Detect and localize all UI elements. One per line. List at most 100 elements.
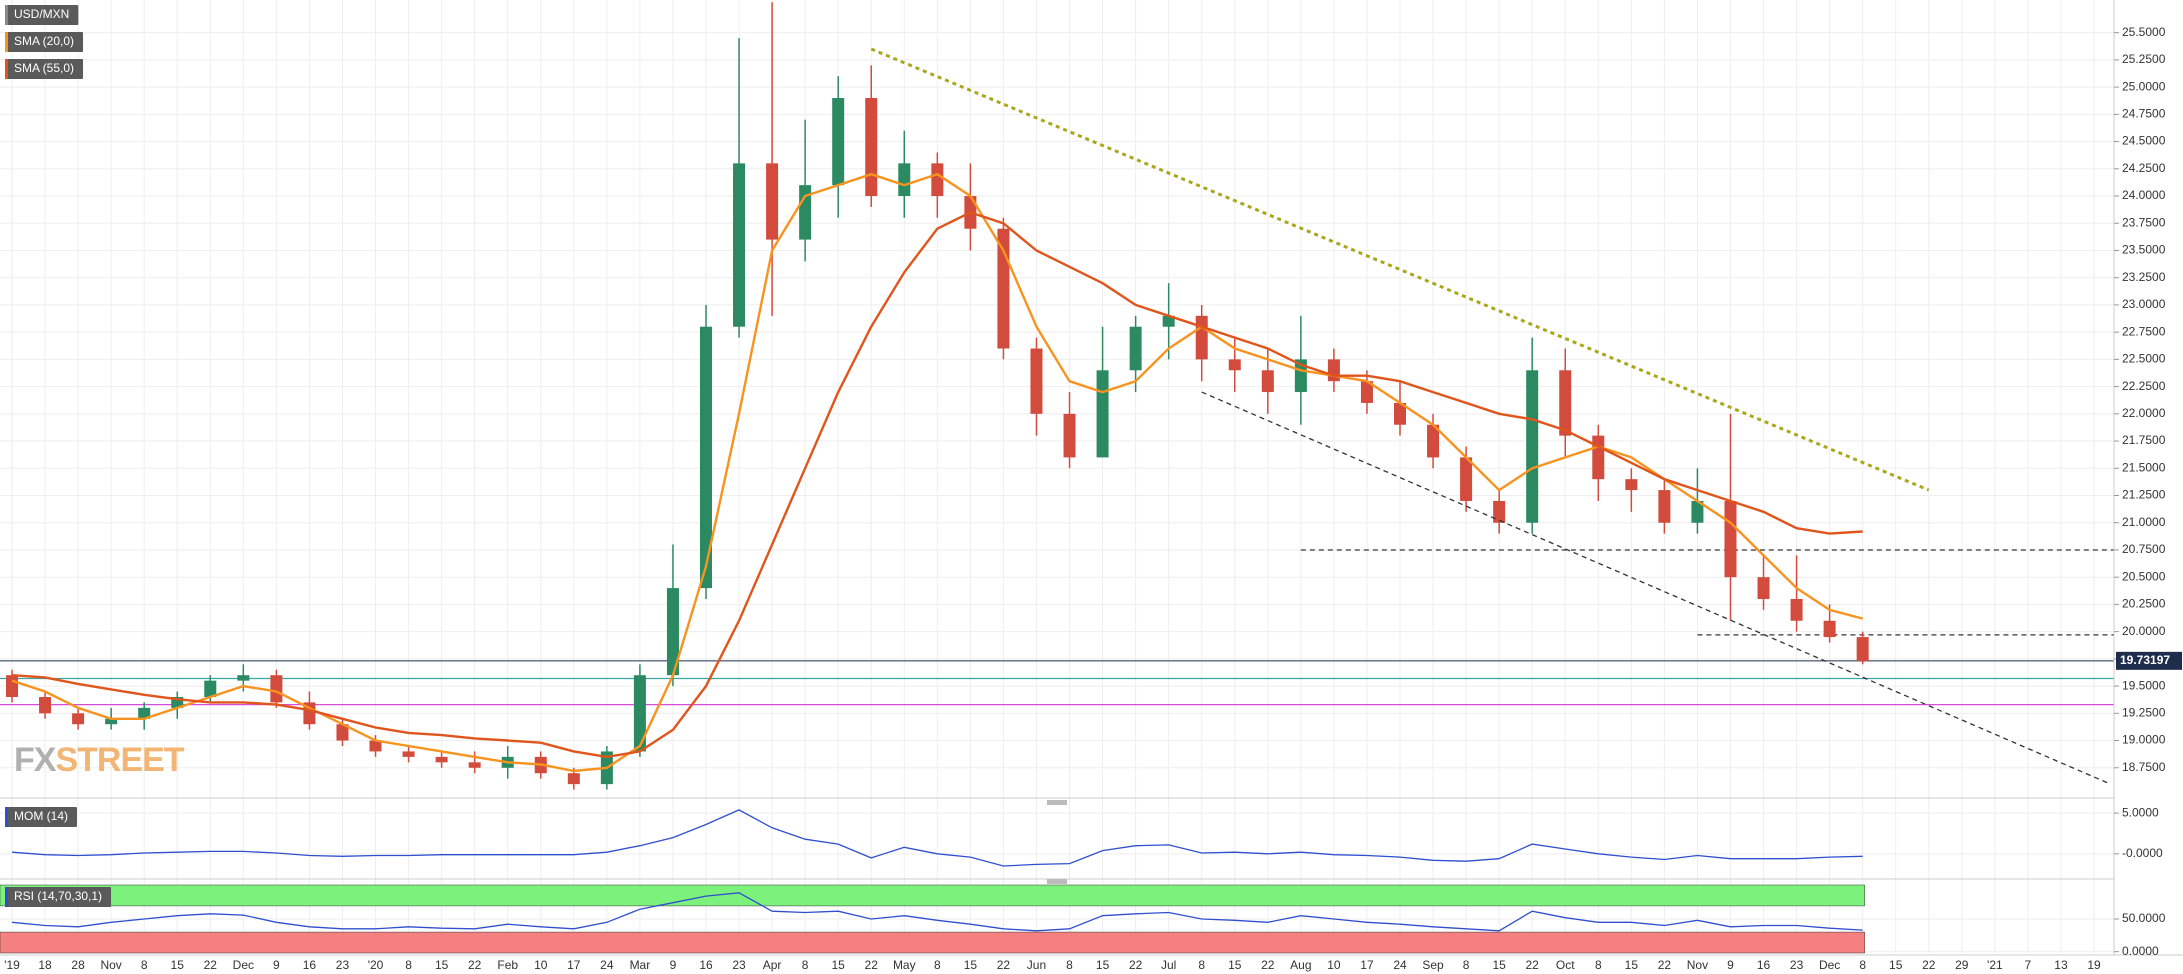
panel-handle[interactable] xyxy=(1047,879,1067,884)
y-tick-label: 25.2500 xyxy=(2122,52,2166,66)
x-tick-label: 28 xyxy=(71,958,85,972)
x-tick-label: Jun xyxy=(1027,958,1046,972)
candle-body xyxy=(1460,457,1473,501)
x-tick-label: Jul xyxy=(1161,958,1176,972)
candle-body xyxy=(567,773,580,785)
x-tick-label: 15 xyxy=(1096,958,1110,972)
last-price-label: 19.73197 xyxy=(2120,653,2170,667)
candle-body xyxy=(369,740,382,752)
y-tick-label: 20.0000 xyxy=(2122,624,2166,638)
y-tick-label: 25.0000 xyxy=(2122,79,2166,93)
y-tick-label: 21.2500 xyxy=(2122,488,2166,502)
legend-swatch xyxy=(5,887,8,907)
last-price-box xyxy=(2116,651,2182,670)
legend-label: SMA (20,0) xyxy=(14,34,74,48)
series-line xyxy=(11,892,1863,932)
y-tick-label: 24.2500 xyxy=(2122,161,2166,175)
candle-body xyxy=(138,707,151,719)
y-tick-label: 23.5000 xyxy=(2122,243,2166,257)
x-tick-label: 8 xyxy=(1463,958,1470,972)
candle-body xyxy=(1261,370,1274,393)
candle-body xyxy=(1294,359,1307,393)
legend-box xyxy=(5,807,77,827)
x-tick-label: Dec xyxy=(233,958,254,972)
candle-body xyxy=(1195,315,1208,360)
legend-label: SMA (55,0) xyxy=(14,61,74,75)
y-tick-label: 21.0000 xyxy=(2122,515,2166,529)
x-tick-label: '19 xyxy=(4,958,20,972)
y-tick-label: 23.7500 xyxy=(2122,215,2166,229)
x-tick-label: 24 xyxy=(600,958,614,972)
x-tick-label: Dec xyxy=(1819,958,1840,972)
candle-body xyxy=(39,696,52,714)
x-tick-label: 9 xyxy=(1727,958,1734,972)
candle-body xyxy=(171,696,184,708)
x-tick-label: 22 xyxy=(1922,958,1936,972)
candle-body xyxy=(997,228,1010,349)
x-tick-label: 15 xyxy=(435,958,449,972)
candle-body xyxy=(1526,370,1539,523)
candle-body xyxy=(204,680,217,697)
candle-body xyxy=(237,675,250,681)
x-tick-label: 15 xyxy=(1228,958,1242,972)
candle-body xyxy=(402,751,415,757)
candle-body xyxy=(1327,359,1340,382)
x-tick-label: 8 xyxy=(405,958,412,972)
candle-body xyxy=(435,756,448,763)
y-tick-label: 21.7500 xyxy=(2122,433,2166,447)
y-tick-label: 24.7500 xyxy=(2122,107,2166,121)
candle-body xyxy=(700,326,712,589)
panel-handle[interactable] xyxy=(1047,800,1067,805)
x-tick-label: 15 xyxy=(1492,958,1506,972)
x-tick-label: 16 xyxy=(1757,958,1771,972)
x-tick-label: Nov xyxy=(100,958,121,972)
x-tick-label: 22 xyxy=(1129,958,1143,972)
x-tick-label: 17 xyxy=(1360,958,1374,972)
y-tick-label: 50.0000 xyxy=(2122,911,2166,925)
x-tick-label: 23 xyxy=(336,958,350,972)
candle-body xyxy=(666,588,679,676)
x-tick-label: 22 xyxy=(1526,958,1540,972)
legend-swatch xyxy=(5,807,8,827)
trend-line xyxy=(1201,391,2111,785)
legend-box xyxy=(5,32,84,52)
x-tick-label: 8 xyxy=(1066,958,1073,972)
candle-body xyxy=(1493,500,1506,523)
x-tick-label: 15 xyxy=(964,958,978,972)
x-tick-label: 22 xyxy=(865,958,879,972)
candle-body xyxy=(1096,370,1109,458)
plot-layer: FXSTREET xyxy=(0,2,2114,954)
y-tick-label: 0.0000 xyxy=(2122,944,2159,958)
candle-body xyxy=(1030,348,1043,414)
x-tick-label: 18 xyxy=(38,958,52,972)
trend-line xyxy=(870,47,1930,492)
y-tick-label: 23.0000 xyxy=(2122,297,2166,311)
legend-label: USD/MXN xyxy=(14,7,69,21)
x-tick-label: 8 xyxy=(1859,958,1866,972)
candle-body xyxy=(898,163,911,197)
x-tick-label: 29 xyxy=(1955,958,1969,972)
candle-body xyxy=(766,163,779,240)
y-tick-label: 20.7500 xyxy=(2122,542,2166,556)
legend-swatch xyxy=(5,32,8,52)
y-tick-label: 24.0000 xyxy=(2122,188,2166,202)
x-tick-label: May xyxy=(893,958,916,972)
x-tick-label: '20 xyxy=(368,958,384,972)
y-tick-label: 19.2500 xyxy=(2122,705,2166,719)
y-tick-label: 25.5000 xyxy=(2122,25,2166,39)
candle-body xyxy=(1757,577,1770,599)
candle-body xyxy=(1658,490,1671,523)
y-tick-label: 22.0000 xyxy=(2122,406,2166,420)
y-tick-label: 18.7500 xyxy=(2122,760,2166,774)
x-tick-label: Oct xyxy=(1556,958,1575,972)
x-tick-label: Aug xyxy=(1290,958,1311,972)
candle-body xyxy=(336,724,349,741)
candle-body xyxy=(1592,435,1605,480)
x-tick-label: 23 xyxy=(1790,958,1804,972)
series-line xyxy=(11,211,1863,759)
x-tick-label: 15 xyxy=(1625,958,1639,972)
candle-body xyxy=(1625,479,1638,491)
candle-body xyxy=(1790,598,1803,621)
